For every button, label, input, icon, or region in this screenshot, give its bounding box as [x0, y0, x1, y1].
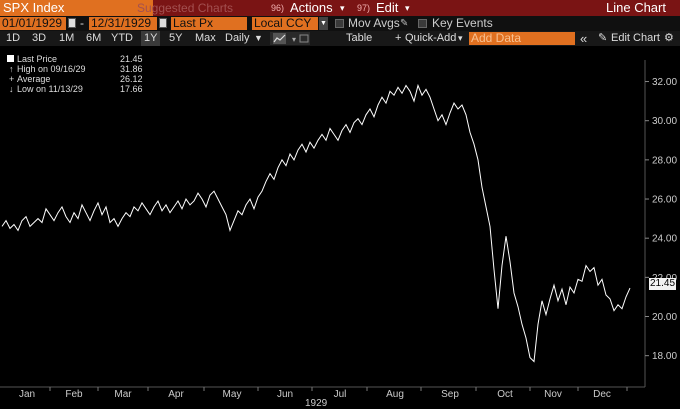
legend-last-label: Last Price: [17, 54, 58, 64]
frequency-dropdown-icon[interactable]: ▼: [254, 33, 263, 43]
low-marker-icon: ↓: [9, 84, 14, 94]
edit-dropdown-icon[interactable]: ▾: [405, 3, 410, 13]
legend-swatch: [7, 55, 14, 62]
last-price-tag: 21.45: [649, 278, 676, 290]
x-tick-label: Apr: [168, 389, 184, 400]
legend-average-label: Average: [17, 74, 51, 84]
range-ytd[interactable]: YTD: [111, 32, 133, 44]
start-date-field[interactable]: 01/01/1929: [0, 17, 66, 30]
actions-dropdown-icon[interactable]: ▾: [340, 3, 345, 13]
y-tick-label: 30.00: [652, 116, 677, 127]
x-tick-label: Sep: [441, 389, 459, 400]
legend-low-value: 17.66: [120, 84, 143, 94]
legend-average-value: 26.12: [120, 74, 143, 84]
legend-last-value: 21.45: [120, 54, 143, 64]
price-line: [1, 83, 631, 363]
date-separator: -: [80, 16, 84, 30]
x-tick-label: Aug: [386, 389, 404, 400]
y-tick-label: 18.00: [652, 351, 677, 362]
gear-icon[interactable]: ⚙: [664, 32, 674, 44]
range-1m[interactable]: 1M: [59, 32, 75, 44]
y-tick-label: 26.00: [652, 195, 677, 206]
actions-menu[interactable]: Actions: [290, 0, 333, 15]
mov-avgs-checkbox[interactable]: [335, 19, 344, 28]
ticker-field[interactable]: SPX Index: [0, 0, 153, 16]
x-tick-label: Jan: [19, 389, 35, 400]
page-title: Line Chart: [606, 0, 666, 15]
y-tick-label: 28.00: [652, 155, 677, 166]
frequency-selector[interactable]: Daily: [225, 32, 250, 44]
field-selector[interactable]: Last Px: [171, 17, 247, 30]
svg-text:▾: ▾: [292, 35, 296, 44]
edit-menu[interactable]: Edit: [376, 0, 399, 15]
edit-chart-pencil-icon[interactable]: ✎: [598, 32, 608, 44]
chart-style-group: ▾: [270, 32, 310, 45]
mov-avgs-pencil-icon[interactable]: ✎: [400, 18, 409, 29]
add-data-input[interactable]: Add Data: [469, 32, 575, 45]
start-date-calendar-icon[interactable]: [68, 18, 76, 28]
edit-hotkey: 97): [357, 3, 371, 13]
x-tick-label: Mar: [114, 389, 132, 400]
y-tick-label: 20.00: [652, 312, 677, 323]
range-6m[interactable]: 6M: [86, 32, 102, 44]
edit-chart-button[interactable]: Edit Chart: [611, 32, 660, 44]
mov-avgs-label[interactable]: Mov Avgs: [348, 16, 400, 30]
legend-high-value: 31.86: [120, 64, 143, 74]
range-1d[interactable]: 1D: [6, 32, 21, 44]
average-marker-icon: +: [9, 74, 15, 84]
y-tick-label: 24.00: [652, 234, 677, 245]
key-events-label[interactable]: Key Events: [432, 16, 493, 30]
y-tick-label: 32.00: [652, 77, 677, 88]
currency-selector[interactable]: Local CCY: [252, 17, 318, 30]
x-tick-label: Jun: [277, 389, 293, 400]
range-1y[interactable]: 1Y: [141, 31, 161, 46]
legend-low-label: Low on 11/13/29: [17, 84, 83, 94]
end-date-field[interactable]: 12/31/1929: [89, 17, 157, 30]
suggested-charts-button[interactable]: Suggested Charts: [137, 1, 234, 15]
quick-add-plus-icon[interactable]: +: [395, 32, 402, 44]
high-marker-icon: ↑: [9, 64, 14, 74]
currency-dropdown-icon[interactable]: ▼: [319, 17, 328, 30]
legend-high-label: High on 09/16/29: [17, 64, 86, 74]
range-5y[interactable]: 5Y: [169, 32, 183, 44]
range-3d[interactable]: 3D: [32, 32, 47, 44]
x-tick-label: Jul: [334, 389, 347, 400]
collapse-button[interactable]: «: [580, 31, 588, 46]
x-tick-label: Dec: [593, 389, 611, 400]
range-max[interactable]: Max: [195, 32, 216, 44]
x-tick-label: Nov: [544, 389, 562, 400]
quick-add-dropdown-icon[interactable]: ▾: [458, 33, 463, 43]
title-bar: [0, 0, 680, 16]
table-button[interactable]: Table: [346, 32, 373, 44]
x-tick-label: Oct: [497, 389, 513, 400]
end-date-calendar-icon[interactable]: [159, 18, 167, 28]
x-tick-label: Feb: [65, 389, 83, 400]
x-axis-year-label: 1929: [305, 398, 328, 409]
line-chart-icon[interactable]: ▾: [270, 32, 310, 45]
x-tick-label: May: [223, 389, 242, 400]
quick-add-button[interactable]: Quick-Add: [405, 32, 457, 44]
actions-hotkey: 96): [271, 3, 285, 13]
key-events-checkbox[interactable]: [418, 19, 427, 28]
